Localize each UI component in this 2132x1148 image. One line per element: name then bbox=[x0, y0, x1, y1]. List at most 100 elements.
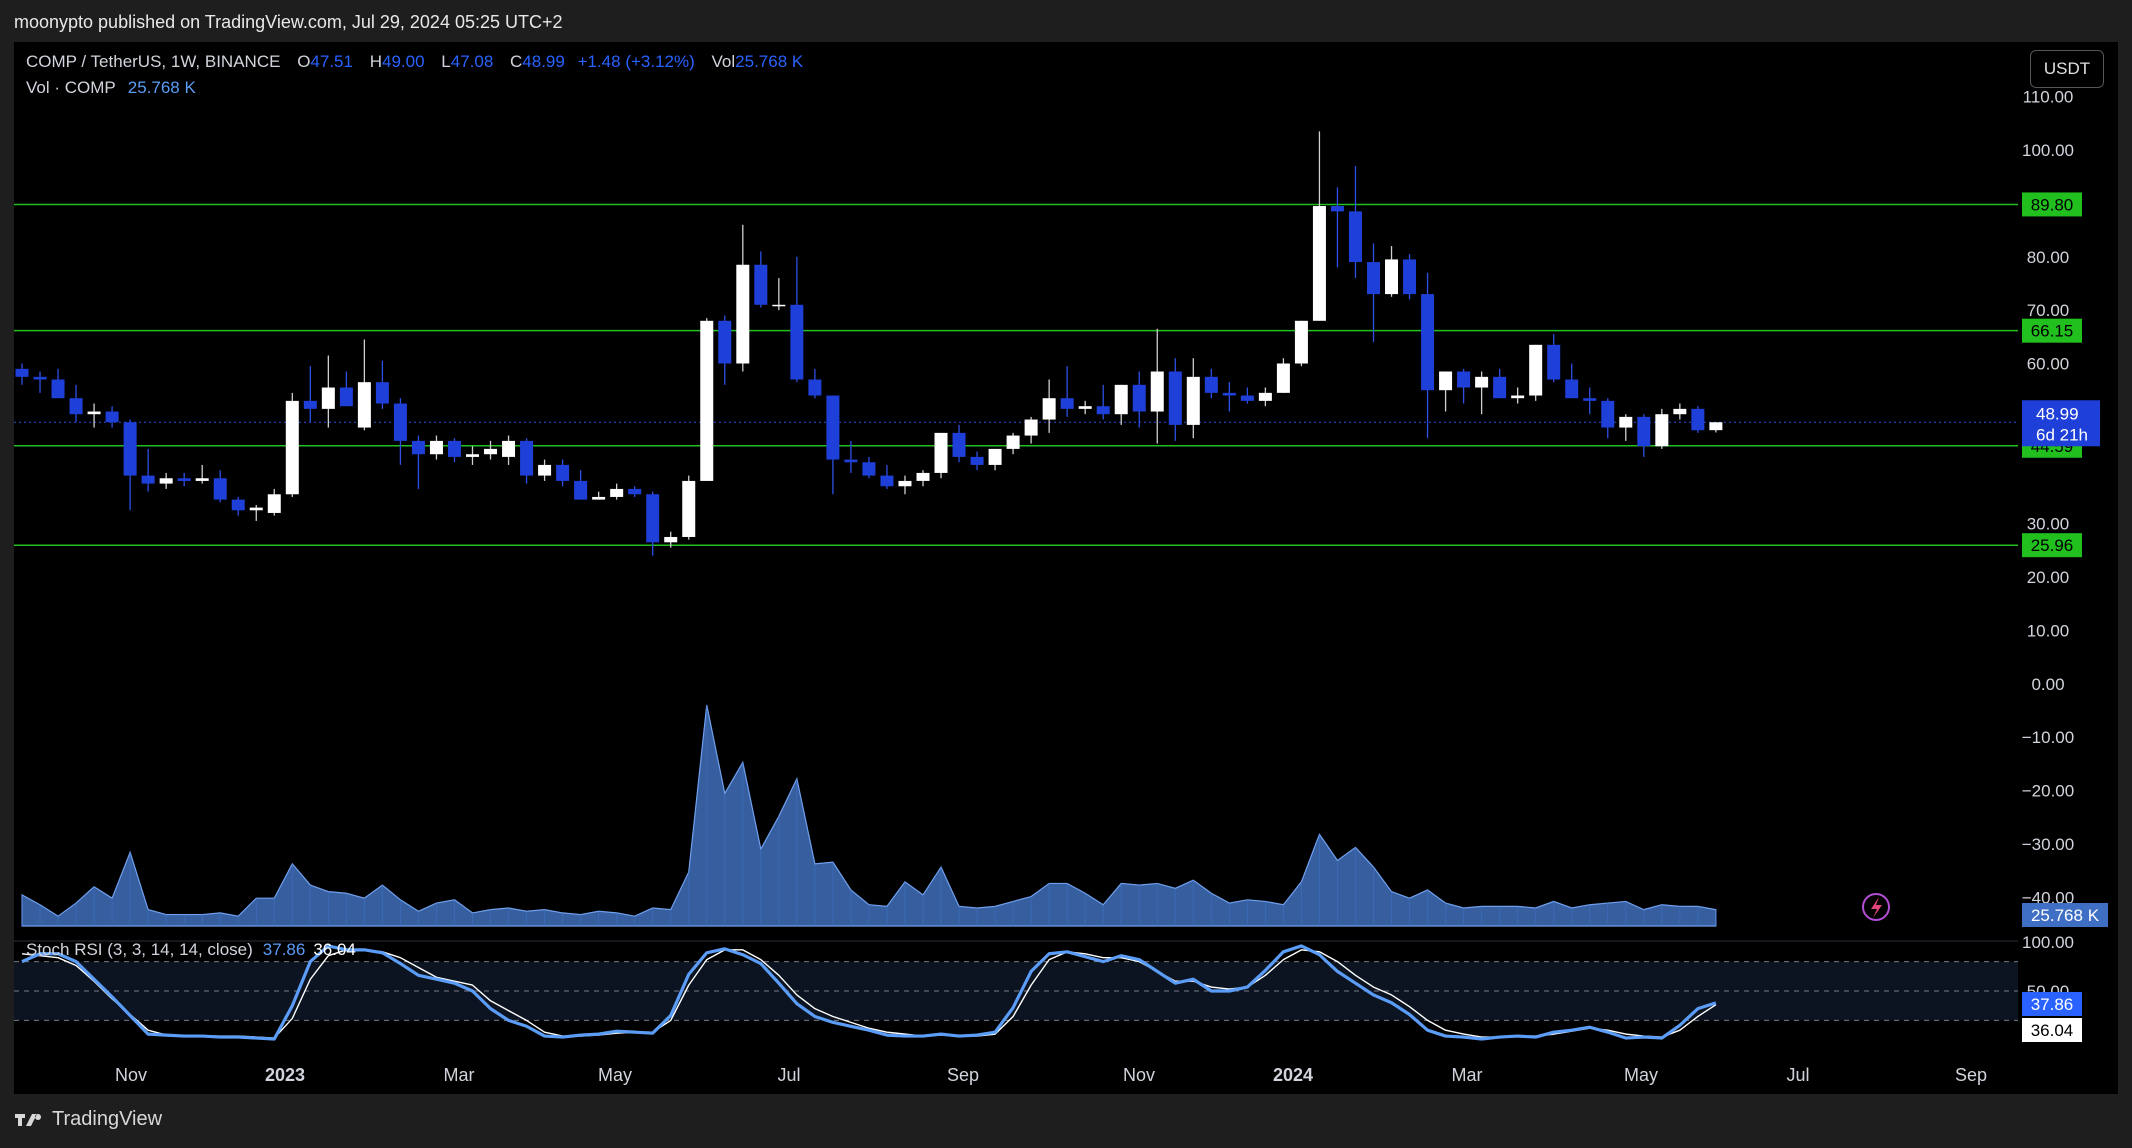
currency-button[interactable]: USDT bbox=[2030, 50, 2104, 88]
candle-body bbox=[502, 440, 516, 457]
candle-body bbox=[51, 379, 65, 399]
candle-body bbox=[1709, 422, 1723, 431]
level-tag bbox=[2022, 533, 2082, 558]
lightning-icon-bolt bbox=[1871, 897, 1882, 918]
price-scale-label: 0.00 bbox=[2031, 675, 2064, 694]
candle-body bbox=[988, 448, 1002, 465]
price-scale-label: 20.00 bbox=[2027, 568, 2070, 587]
publish-line: moonypto published on TradingView.com, J… bbox=[14, 12, 563, 32]
candle-body bbox=[1186, 376, 1200, 425]
candle-body bbox=[1150, 371, 1164, 412]
candle-body bbox=[105, 411, 119, 423]
volume-series-label[interactable]: Vol · COMP bbox=[26, 78, 116, 97]
candle-body bbox=[844, 459, 858, 463]
candle-body bbox=[1529, 344, 1543, 396]
candle-body bbox=[141, 475, 155, 484]
volume-tag bbox=[2022, 903, 2108, 927]
candle-body bbox=[790, 304, 804, 380]
candle-body bbox=[69, 398, 83, 415]
candle-body bbox=[898, 480, 912, 487]
candle-body bbox=[375, 382, 389, 404]
candle-body bbox=[538, 464, 552, 476]
candle-body bbox=[1691, 408, 1705, 431]
price-scale-label: 110.00 bbox=[2023, 88, 2074, 107]
candle-body bbox=[1421, 294, 1435, 391]
candle-body bbox=[285, 400, 299, 495]
candle-body bbox=[1024, 419, 1038, 436]
candle-body bbox=[1240, 395, 1254, 401]
candle-body bbox=[934, 432, 948, 473]
candle-body bbox=[1619, 416, 1633, 428]
candle-body bbox=[1673, 408, 1687, 415]
candle-body bbox=[592, 496, 606, 500]
brand-label: TradingView bbox=[52, 1108, 163, 1130]
candle-body bbox=[718, 320, 732, 364]
candle-body bbox=[231, 499, 245, 511]
vol-label: Vol bbox=[711, 52, 736, 71]
candle-body bbox=[15, 368, 29, 377]
candle-body bbox=[1348, 211, 1362, 263]
candle-body bbox=[393, 403, 407, 441]
volume-series bbox=[21, 704, 1717, 927]
candle-body bbox=[1276, 363, 1290, 393]
close-value: 48.99 bbox=[522, 52, 565, 71]
price-scale-label: −40.00 bbox=[2022, 888, 2074, 907]
low-label: L bbox=[441, 52, 451, 71]
candle-body bbox=[1565, 379, 1579, 399]
time-axis: Nov 2023 Mar May Jul Sep Nov 2024 Mar May Jul Sep bbox=[115, 1065, 1987, 1085]
volume-series-value: 25.768 K bbox=[127, 78, 196, 97]
countdown-label: 6d 21h bbox=[2036, 425, 2088, 444]
candle-body bbox=[87, 411, 101, 415]
stoch-rsi-label[interactable]: Stoch RSI (3, 3, 14, 14, close) bbox=[26, 940, 253, 959]
candle-body bbox=[1583, 398, 1597, 401]
candle-body bbox=[1511, 395, 1525, 399]
candle-body bbox=[1312, 206, 1326, 321]
time-axis-label: 2024 bbox=[1273, 1065, 1313, 1085]
price-scale-label: 70.00 bbox=[2027, 301, 2070, 320]
price-tags: 48.99 6d 21h 25.768 K 37.86 36.04 bbox=[1862, 400, 2108, 1042]
last-price-label: 48.99 bbox=[2036, 404, 2079, 423]
change-value: +1.48 (+3.12%) bbox=[577, 52, 695, 71]
candle-body bbox=[736, 264, 750, 364]
volume-legend: Vol · COMP 25.768 K bbox=[26, 78, 196, 98]
time-axis-label: Jul bbox=[1786, 1065, 1809, 1085]
lightning-icon bbox=[1862, 893, 1890, 921]
time-axis-label: May bbox=[1624, 1065, 1658, 1085]
candle-body bbox=[321, 387, 335, 409]
level-tag bbox=[2022, 192, 2082, 217]
footer bbox=[0, 1094, 2132, 1148]
candle-body bbox=[1457, 371, 1471, 388]
candle-body bbox=[610, 488, 624, 497]
candle-body bbox=[1114, 384, 1128, 415]
candle-body bbox=[249, 507, 263, 511]
candle-body bbox=[1439, 371, 1453, 391]
high-value: 49.00 bbox=[381, 52, 425, 71]
candle-body bbox=[1655, 414, 1669, 447]
candle-body bbox=[1330, 206, 1344, 212]
candle-body bbox=[808, 379, 822, 396]
low-value: 47.08 bbox=[450, 52, 494, 71]
candle-body bbox=[628, 488, 642, 495]
time-axis-label: Sep bbox=[947, 1065, 979, 1085]
price-scale-label: 100.00 bbox=[2022, 141, 2074, 160]
volume-tag-label: 25.768 K bbox=[2031, 906, 2100, 925]
candle-body bbox=[411, 440, 425, 455]
level-tag-label: 25.96 bbox=[2031, 536, 2074, 555]
candle-body bbox=[1547, 344, 1561, 380]
symbol-name[interactable]: COMP / TetherUS, 1W, BINANCE bbox=[26, 52, 281, 71]
candle-body bbox=[1042, 398, 1056, 420]
time-axis-label: Jul bbox=[777, 1065, 800, 1085]
vol-value: 25.768 K bbox=[735, 52, 804, 71]
stoch-d-value: 36.04 bbox=[313, 940, 356, 959]
candle-body bbox=[159, 478, 173, 484]
candle-body bbox=[520, 440, 534, 476]
tradingview-brand[interactable]: TradingView bbox=[14, 1108, 162, 1131]
candle-body bbox=[339, 387, 353, 407]
candle-body bbox=[1006, 435, 1020, 449]
stoch-d-line bbox=[21, 949, 1717, 1039]
candle-body bbox=[429, 440, 443, 455]
candle-body bbox=[1078, 406, 1092, 409]
publish-header: moonypto published on TradingView.com, J… bbox=[0, 0, 2132, 42]
